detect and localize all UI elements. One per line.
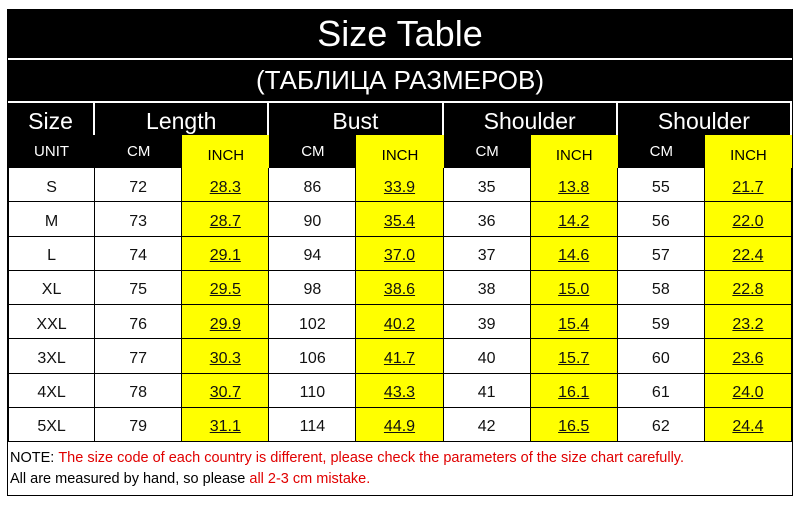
table-cell: 77 bbox=[95, 339, 183, 374]
subtitle: (ТАБЛИЦА РАЗМЕРОВ) bbox=[8, 60, 792, 101]
table-cell: 59 bbox=[617, 305, 705, 340]
table-cell: 15.7 bbox=[530, 339, 618, 374]
group-header: Size bbox=[8, 103, 96, 135]
unit-header: CM bbox=[443, 135, 531, 168]
table-cell: 86 bbox=[269, 168, 357, 203]
table-cell: 40 bbox=[443, 339, 531, 374]
note-line: NOTE: The size code of each country is di… bbox=[10, 450, 684, 466]
note-warning: all 2-3 cm mistake. bbox=[249, 471, 371, 487]
table-cell: 3XL bbox=[8, 339, 96, 374]
table-cell: 29.9 bbox=[182, 305, 270, 340]
table-cell: 29.1 bbox=[182, 236, 270, 271]
table-cell: 79 bbox=[95, 407, 183, 442]
unit-header: CM bbox=[617, 135, 705, 168]
table-cell: 76 bbox=[95, 305, 183, 340]
table-cell: 36 bbox=[443, 202, 531, 237]
table-cell: 21.7 bbox=[704, 168, 792, 203]
unit-header: CM bbox=[269, 135, 357, 168]
table-cell: 15.4 bbox=[530, 305, 618, 340]
table-cell: 43.3 bbox=[356, 373, 444, 408]
table-cell: 22.8 bbox=[704, 270, 792, 305]
table-cell: 41 bbox=[443, 373, 531, 408]
table-cell: 60 bbox=[617, 339, 705, 374]
table-cell: 14.2 bbox=[530, 202, 618, 237]
table-cell: 24.4 bbox=[704, 407, 792, 442]
table-cell: 30.3 bbox=[182, 339, 270, 374]
table-cell: S bbox=[8, 168, 96, 203]
table-cell: 14.6 bbox=[530, 236, 618, 271]
unit-header: UNIT bbox=[8, 135, 96, 168]
table-cell: 35.4 bbox=[356, 202, 444, 237]
table-cell: 57 bbox=[617, 236, 705, 271]
group-header: Length bbox=[95, 103, 270, 135]
table-cell: 44.9 bbox=[356, 407, 444, 442]
table-cell: XL bbox=[8, 270, 96, 305]
table-cell: 5XL bbox=[8, 407, 96, 442]
table-cell: 62 bbox=[617, 407, 705, 442]
table-cell: M bbox=[8, 202, 96, 237]
note-label: NOTE: bbox=[10, 450, 55, 466]
table-cell: 35 bbox=[443, 168, 531, 203]
table-cell: 72 bbox=[95, 168, 183, 203]
table-cell: 74 bbox=[95, 236, 183, 271]
table-cell: 16.5 bbox=[530, 407, 618, 442]
table-cell: 61 bbox=[617, 373, 705, 408]
table-cell: 94 bbox=[269, 236, 357, 271]
table-cell: 58 bbox=[617, 270, 705, 305]
unit-header: INCH bbox=[704, 135, 792, 168]
table-cell: 37.0 bbox=[356, 236, 444, 271]
table-cell: 106 bbox=[269, 339, 357, 374]
group-header: Bust bbox=[269, 103, 444, 135]
note-line: All are measured by hand, so please all 2… bbox=[10, 471, 370, 487]
table-cell: 41.7 bbox=[356, 339, 444, 374]
table-cell: 28.3 bbox=[182, 168, 270, 203]
table-cell: 38.6 bbox=[356, 270, 444, 305]
unit-header: INCH bbox=[530, 135, 618, 168]
table-cell: 30.7 bbox=[182, 373, 270, 408]
unit-header: INCH bbox=[356, 135, 444, 168]
table-cell: 22.4 bbox=[704, 236, 792, 271]
group-header: Shoulder bbox=[443, 103, 618, 135]
table-cell: 22.0 bbox=[704, 202, 792, 237]
table-cell: 75 bbox=[95, 270, 183, 305]
table-cell: XXL bbox=[8, 305, 96, 340]
table-cell: 114 bbox=[269, 407, 357, 442]
table-cell: 16.1 bbox=[530, 373, 618, 408]
table-cell: 55 bbox=[617, 168, 705, 203]
table-cell: 42 bbox=[443, 407, 531, 442]
table-cell: 98 bbox=[269, 270, 357, 305]
table-cell: 40.2 bbox=[356, 305, 444, 340]
table-cell: 39 bbox=[443, 305, 531, 340]
group-header: Shoulder bbox=[617, 103, 792, 135]
table-cell: 33.9 bbox=[356, 168, 444, 203]
note-text: All are measured by hand, so please bbox=[10, 471, 246, 487]
table-cell: 37 bbox=[443, 236, 531, 271]
table-cell: 23.2 bbox=[704, 305, 792, 340]
table-cell: 24.0 bbox=[704, 373, 792, 408]
table-cell: 15.0 bbox=[530, 270, 618, 305]
table-cell: 31.1 bbox=[182, 407, 270, 442]
table-cell: 110 bbox=[269, 373, 357, 408]
unit-header: INCH bbox=[182, 135, 270, 168]
table-cell: 73 bbox=[95, 202, 183, 237]
table-cell: 90 bbox=[269, 202, 357, 237]
note-warning: The size code of each country is differe… bbox=[58, 450, 685, 466]
unit-header: CM bbox=[95, 135, 183, 168]
table-cell: 56 bbox=[617, 202, 705, 237]
table-cell: 29.5 bbox=[182, 270, 270, 305]
table-cell: L bbox=[8, 236, 96, 271]
table-cell: 4XL bbox=[8, 373, 96, 408]
table-cell: 78 bbox=[95, 373, 183, 408]
table-cell: 102 bbox=[269, 305, 357, 340]
table-cell: 13.8 bbox=[530, 168, 618, 203]
table-cell: 23.6 bbox=[704, 339, 792, 374]
table-cell: 38 bbox=[443, 270, 531, 305]
table-cell: 28.7 bbox=[182, 202, 270, 237]
title: Size Table bbox=[8, 10, 792, 58]
